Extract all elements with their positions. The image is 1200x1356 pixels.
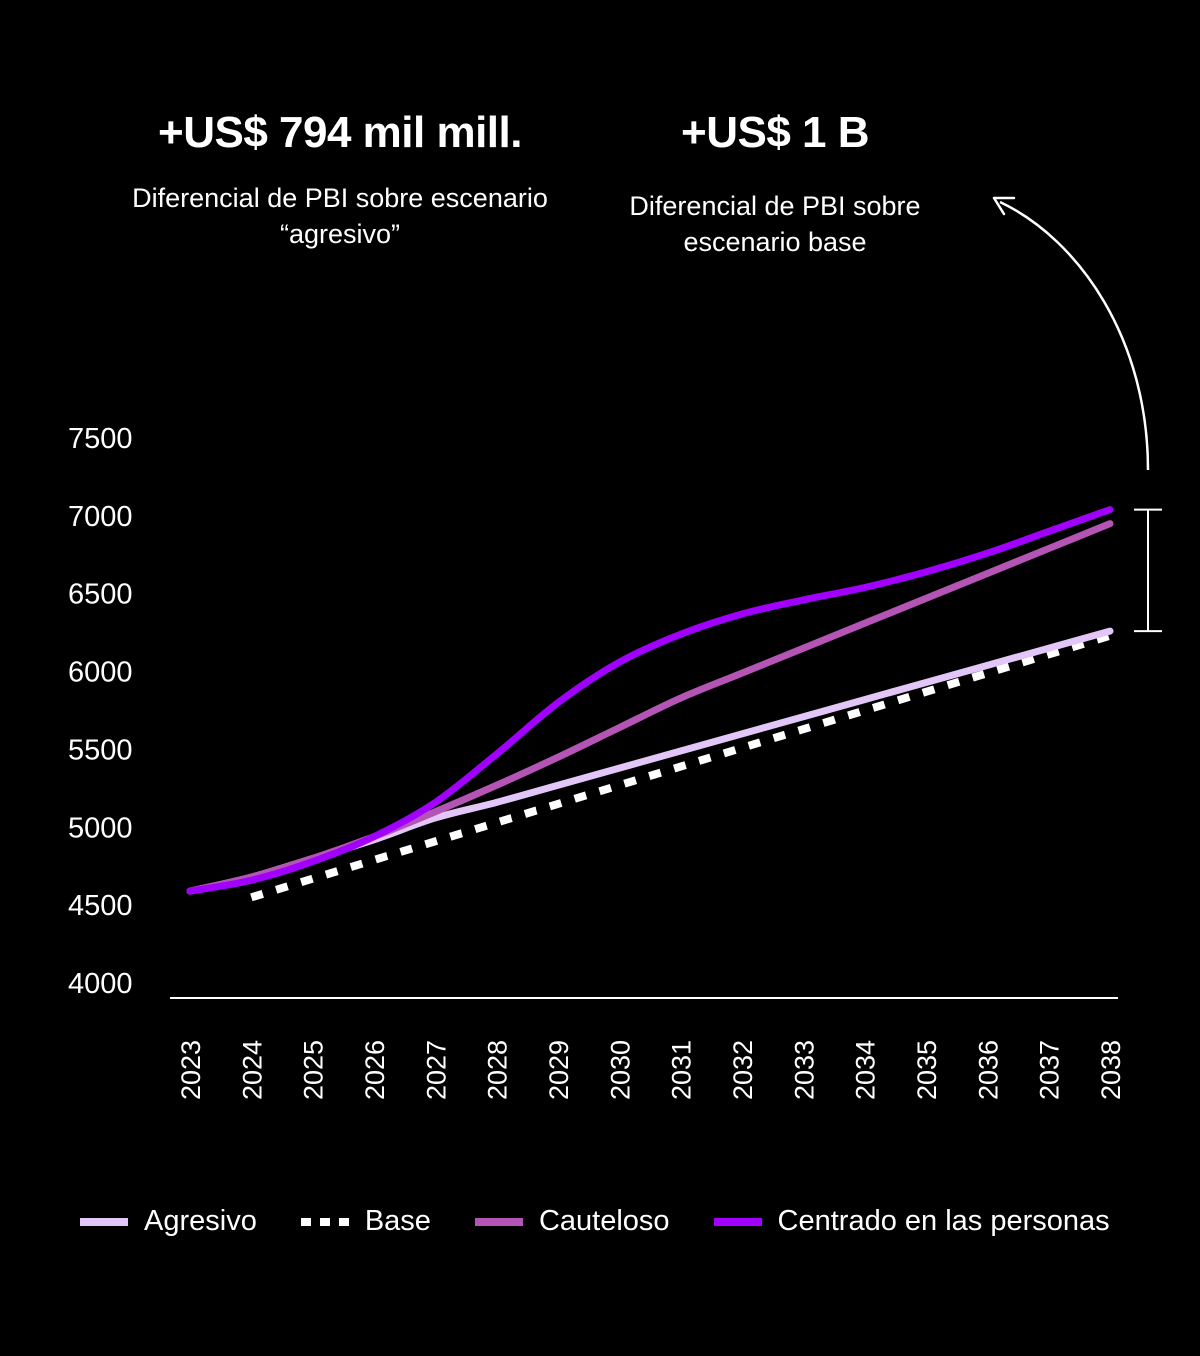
legend-label-base: Base	[364, 1205, 431, 1237]
x-tick-label: 2028	[483, 1040, 513, 1100]
legend-item-centrado: Centrado en las personas	[713, 1205, 1110, 1238]
y-tick-label: 4000	[68, 968, 133, 1000]
x-tick-label: 2031	[667, 1040, 697, 1100]
y-tick-label: 6500	[68, 579, 133, 611]
x-tick-label: 2025	[299, 1040, 329, 1100]
legend-item-base: Base	[300, 1205, 431, 1238]
chart-legend: Agresivo Base Cauteloso Centrado en las …	[80, 1205, 1110, 1238]
legend-swatch-base	[300, 1217, 349, 1226]
y-tick-label: 5500	[68, 734, 133, 766]
x-tick-label: 2032	[728, 1040, 758, 1100]
chart-series	[186, 506, 1114, 902]
callout-base-value: +US$ 1 B	[681, 108, 869, 157]
chart-annotations	[992, 196, 1162, 633]
x-tick-label: 2024	[237, 1040, 267, 1100]
y-tick-label: 7000	[68, 501, 133, 533]
y-tick-label: 6000	[68, 657, 133, 689]
x-tick-label: 2026	[360, 1040, 390, 1100]
arrow-head-icon	[992, 196, 1016, 216]
legend-item-agresivo: Agresivo	[80, 1205, 257, 1238]
y-axis-ticks: 4000 4500 5000 5500 6000 6500 7000 7500	[68, 423, 133, 1000]
x-tick-label: 2033	[789, 1040, 819, 1100]
callout-base-diff: +US$ 1 B Diferencial de PBI sobre escena…	[600, 108, 950, 260]
y-tick-label: 7500	[68, 423, 133, 455]
x-tick-label: 2029	[544, 1040, 574, 1100]
legend-item-cauteloso: Cauteloso	[474, 1205, 670, 1238]
legend-swatch-centrado	[713, 1217, 762, 1226]
x-tick-label: 2038	[1096, 1040, 1126, 1100]
x-tick-label: 2030	[605, 1040, 635, 1100]
x-tick-label: 2037	[1035, 1040, 1065, 1100]
callout-base-text: Diferencial de PBI sobre escenario base	[629, 191, 921, 257]
x-tick-label: 2036	[973, 1040, 1003, 1100]
series-line-base	[250, 631, 1112, 902]
legend-label-cauteloso: Cauteloso	[538, 1205, 670, 1237]
legend-label-agresivo: Agresivo	[144, 1205, 257, 1237]
x-axis-ticks: 2023 2024 2025 2026 2027 2028 2029 2030 2031 2032…	[176, 1040, 1126, 1100]
x-tick-label: 2034	[851, 1040, 881, 1100]
callout-agresivo-text: Diferencial de PBI sobre escenario “agre…	[132, 183, 548, 249]
curved-arrow-line	[999, 200, 1150, 471]
y-tick-label: 5000	[68, 812, 133, 844]
legend-swatch-cauteloso	[474, 1217, 523, 1226]
series-line-centrado-en-las-personas	[186, 506, 1114, 895]
x-tick-label: 2027	[421, 1040, 451, 1100]
callout-agresivo-value: +US$ 794 mil mill.	[158, 108, 522, 157]
callout-agresivo-diff: +US$ 794 mil mill. Diferencial de PBI so…	[100, 108, 580, 252]
legend-swatch-agresivo	[80, 1217, 128, 1226]
series-line-cauteloso	[186, 520, 1114, 895]
legend-label-centrado: Centrado en las personas	[777, 1205, 1110, 1237]
x-tick-label: 2023	[176, 1040, 206, 1100]
x-tick-label: 2035	[912, 1040, 942, 1100]
y-tick-label: 4500	[68, 890, 133, 922]
